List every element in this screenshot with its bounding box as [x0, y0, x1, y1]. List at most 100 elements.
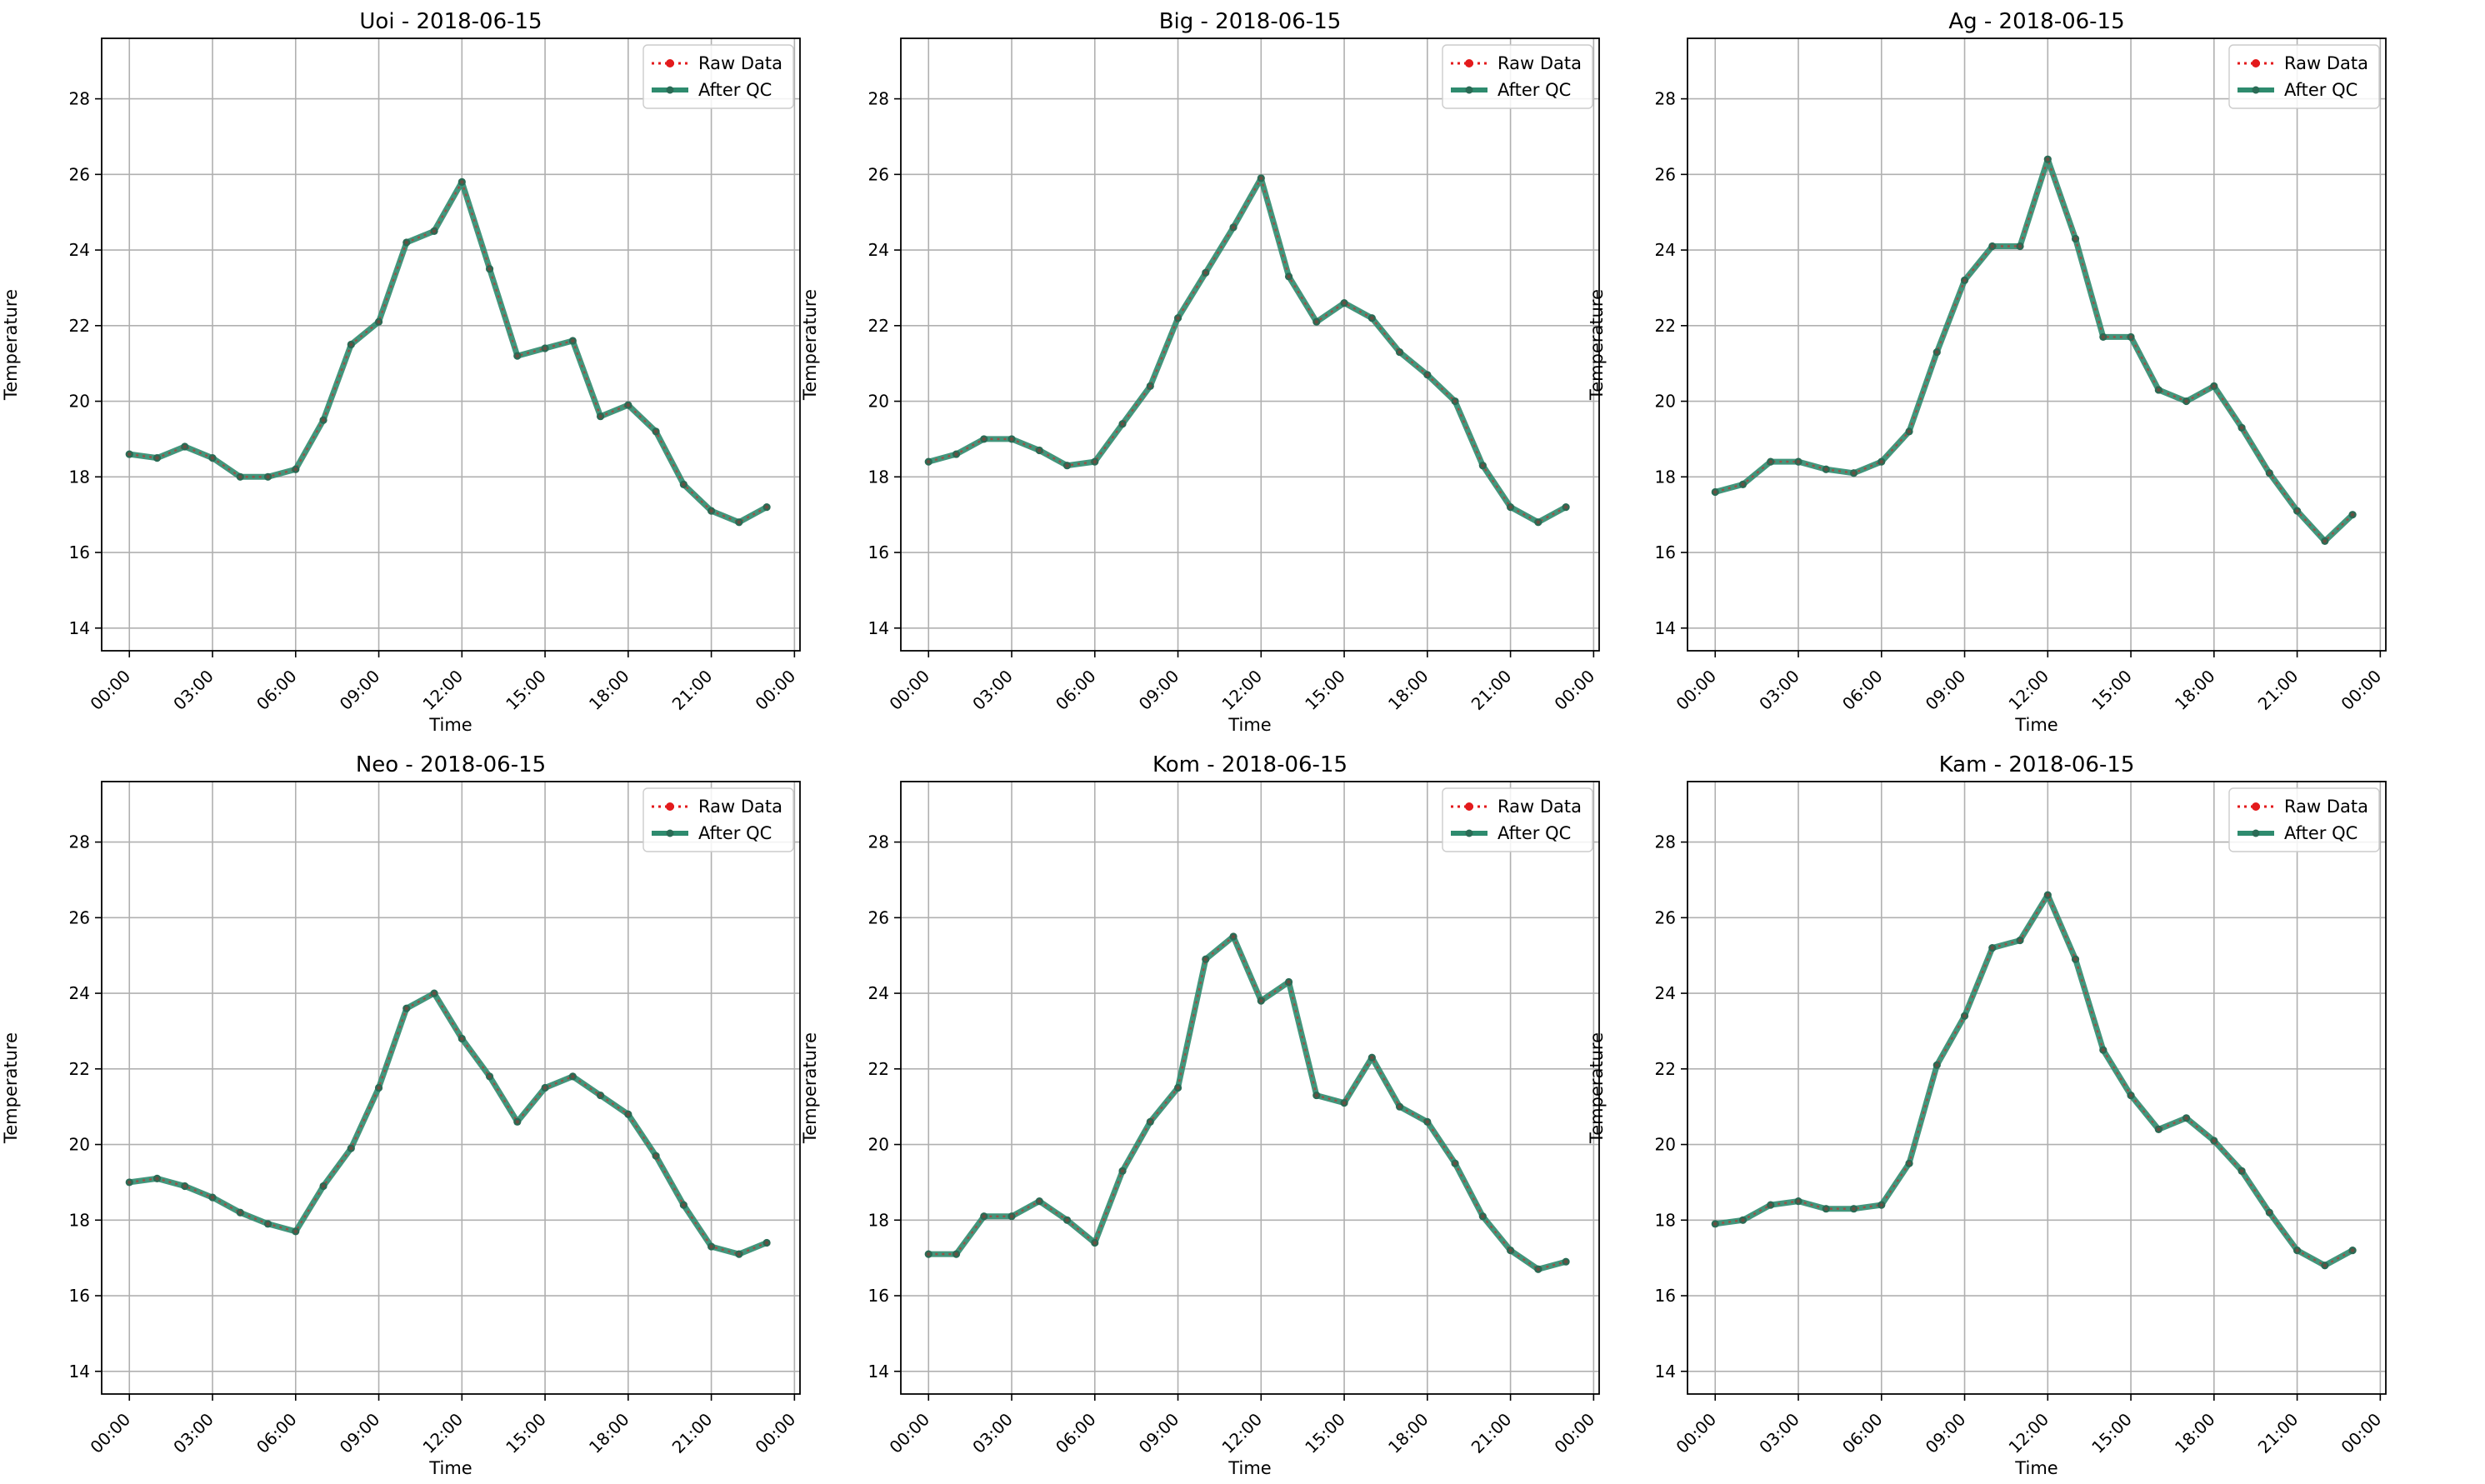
- y-tick-label: 28: [69, 832, 90, 852]
- axes-frame: [101, 37, 801, 652]
- legend-label-after-qc: After QC: [2284, 80, 2358, 100]
- y-tick-label: 28: [868, 89, 889, 109]
- data-point-raw: [1452, 399, 1458, 403]
- y-tick-label: 14: [69, 1362, 90, 1382]
- data-point-after-qc: [2292, 507, 2302, 515]
- data-point-raw: [737, 520, 742, 524]
- data-point-after-qc: [430, 989, 438, 997]
- data-point-raw: [210, 1195, 215, 1200]
- data-point-raw: [488, 1074, 492, 1079]
- data-point-raw: [1536, 520, 1541, 524]
- data-point-raw: [571, 1074, 575, 1079]
- data-point-raw: [1879, 1202, 1883, 1207]
- data-point-raw: [1148, 384, 1152, 388]
- legend: Raw Data After QC: [1442, 787, 1593, 852]
- x-axis-label: Time: [2014, 715, 2058, 735]
- legend-label-raw-data: Raw Data: [2284, 797, 2368, 817]
- data-point-raw: [128, 1180, 132, 1185]
- legend-label-after-qc: After QC: [2284, 823, 2358, 843]
- legend-marker-after-qc: [2252, 86, 2260, 94]
- x-tick-label: 03:00: [1755, 1409, 1803, 1457]
- data-point-raw: [2184, 1116, 2188, 1120]
- data-point-raw: [1481, 463, 1485, 467]
- data-point-after-qc: [292, 465, 300, 473]
- x-tick-label: 06:00: [1052, 1409, 1100, 1457]
- legend: Raw Data After QC: [2228, 787, 2380, 852]
- data-point-after-qc: [2016, 242, 2024, 251]
- data-point-raw: [2101, 1047, 2106, 1052]
- data-point-raw: [1962, 278, 1967, 282]
- y-tick-label: 14: [1655, 1362, 1676, 1382]
- data-point-raw: [2322, 1263, 2328, 1267]
- y-tick-label: 14: [868, 618, 889, 638]
- y-tick-label: 16: [69, 542, 90, 562]
- x-tick-label: 00:00: [751, 666, 799, 714]
- data-point-after-qc: [952, 450, 961, 458]
- data-point-raw: [682, 482, 686, 487]
- legend-marker-raw-data: [1465, 802, 1473, 811]
- legend-label-after-qc: After QC: [1498, 823, 1571, 843]
- data-point-raw: [1741, 1218, 1745, 1222]
- data-point-raw: [515, 1120, 520, 1124]
- y-tick-label: 18: [69, 467, 90, 487]
- data-point-after-qc: [1794, 457, 1802, 466]
- data-point-after-qc: [735, 518, 743, 527]
- data-point-raw: [1287, 274, 1291, 279]
- data-point-raw: [2295, 1248, 2299, 1252]
- data-point-raw: [2239, 426, 2244, 430]
- x-tick-label: 15:00: [2088, 666, 2136, 714]
- legend-label-raw-data: Raw Data: [1498, 797, 1582, 817]
- x-tick-label: 00:00: [885, 666, 933, 714]
- data-point-raw: [709, 508, 713, 513]
- data-point-after-qc: [2348, 511, 2357, 519]
- data-point-after-qc: [1423, 371, 1432, 379]
- data-point-after-qc: [2099, 1046, 2108, 1054]
- plot-area: [1688, 782, 2386, 1394]
- data-point-after-qc: [2071, 955, 2080, 963]
- y-tick-label: 22: [69, 1059, 90, 1079]
- y-tick-label: 20: [868, 1135, 889, 1155]
- plot-area: [102, 38, 800, 651]
- axes-frame: [1687, 37, 2387, 652]
- data-point-after-qc: [541, 344, 549, 352]
- data-point-after-qc: [762, 502, 771, 512]
- data-point-raw: [954, 1252, 958, 1257]
- data-point-after-qc: [236, 1208, 244, 1217]
- data-point-after-qc: [263, 1220, 272, 1228]
- data-point-after-qc: [292, 1227, 300, 1236]
- data-point-raw: [542, 1086, 548, 1090]
- data-point-after-qc: [952, 1250, 961, 1258]
- data-point-after-qc: [980, 435, 988, 443]
- data-point-after-qc: [1340, 1099, 1348, 1107]
- data-point-raw: [1425, 372, 1430, 377]
- data-point-raw: [2268, 1211, 2272, 1215]
- data-point-raw: [321, 1184, 326, 1188]
- y-tick-label: 26: [868, 907, 889, 927]
- data-point-raw: [1990, 946, 1994, 950]
- data-point-raw: [1713, 1222, 1718, 1227]
- panel-2: 00:00 03:00 06:00 09:00 12:00 15:00 18:00 21:00…: [800, 9, 1600, 735]
- legend-marker-after-qc: [2252, 829, 2260, 837]
- legend-label-after-qc: After QC: [698, 823, 772, 843]
- legend: Raw Data After QC: [1442, 44, 1593, 109]
- data-point-raw: [1342, 1101, 1347, 1105]
- data-point-after-qc: [541, 1083, 549, 1092]
- data-point-raw: [128, 452, 132, 457]
- data-point-raw: [1259, 176, 1263, 181]
- data-point-after-qc: [707, 507, 716, 515]
- data-point-after-qc: [2016, 936, 2024, 945]
- data-point-after-qc: [1284, 272, 1293, 281]
- data-point-raw: [1203, 271, 1208, 275]
- x-tick-label: 21:00: [668, 666, 717, 714]
- data-point-after-qc: [568, 1072, 577, 1081]
- data-point-raw: [1038, 1199, 1042, 1203]
- data-point-after-qc: [2265, 469, 2273, 477]
- legend-label-raw-data: Raw Data: [1498, 53, 1582, 73]
- y-tick-label: 26: [1655, 907, 1676, 927]
- data-point-after-qc: [1478, 1212, 1487, 1221]
- x-tick-label: 15:00: [1301, 1409, 1349, 1457]
- data-point-after-qc: [1738, 480, 1748, 488]
- data-point-after-qc: [2154, 386, 2162, 394]
- data-point-after-qc: [1451, 397, 1459, 406]
- y-tick-label: 14: [69, 618, 90, 638]
